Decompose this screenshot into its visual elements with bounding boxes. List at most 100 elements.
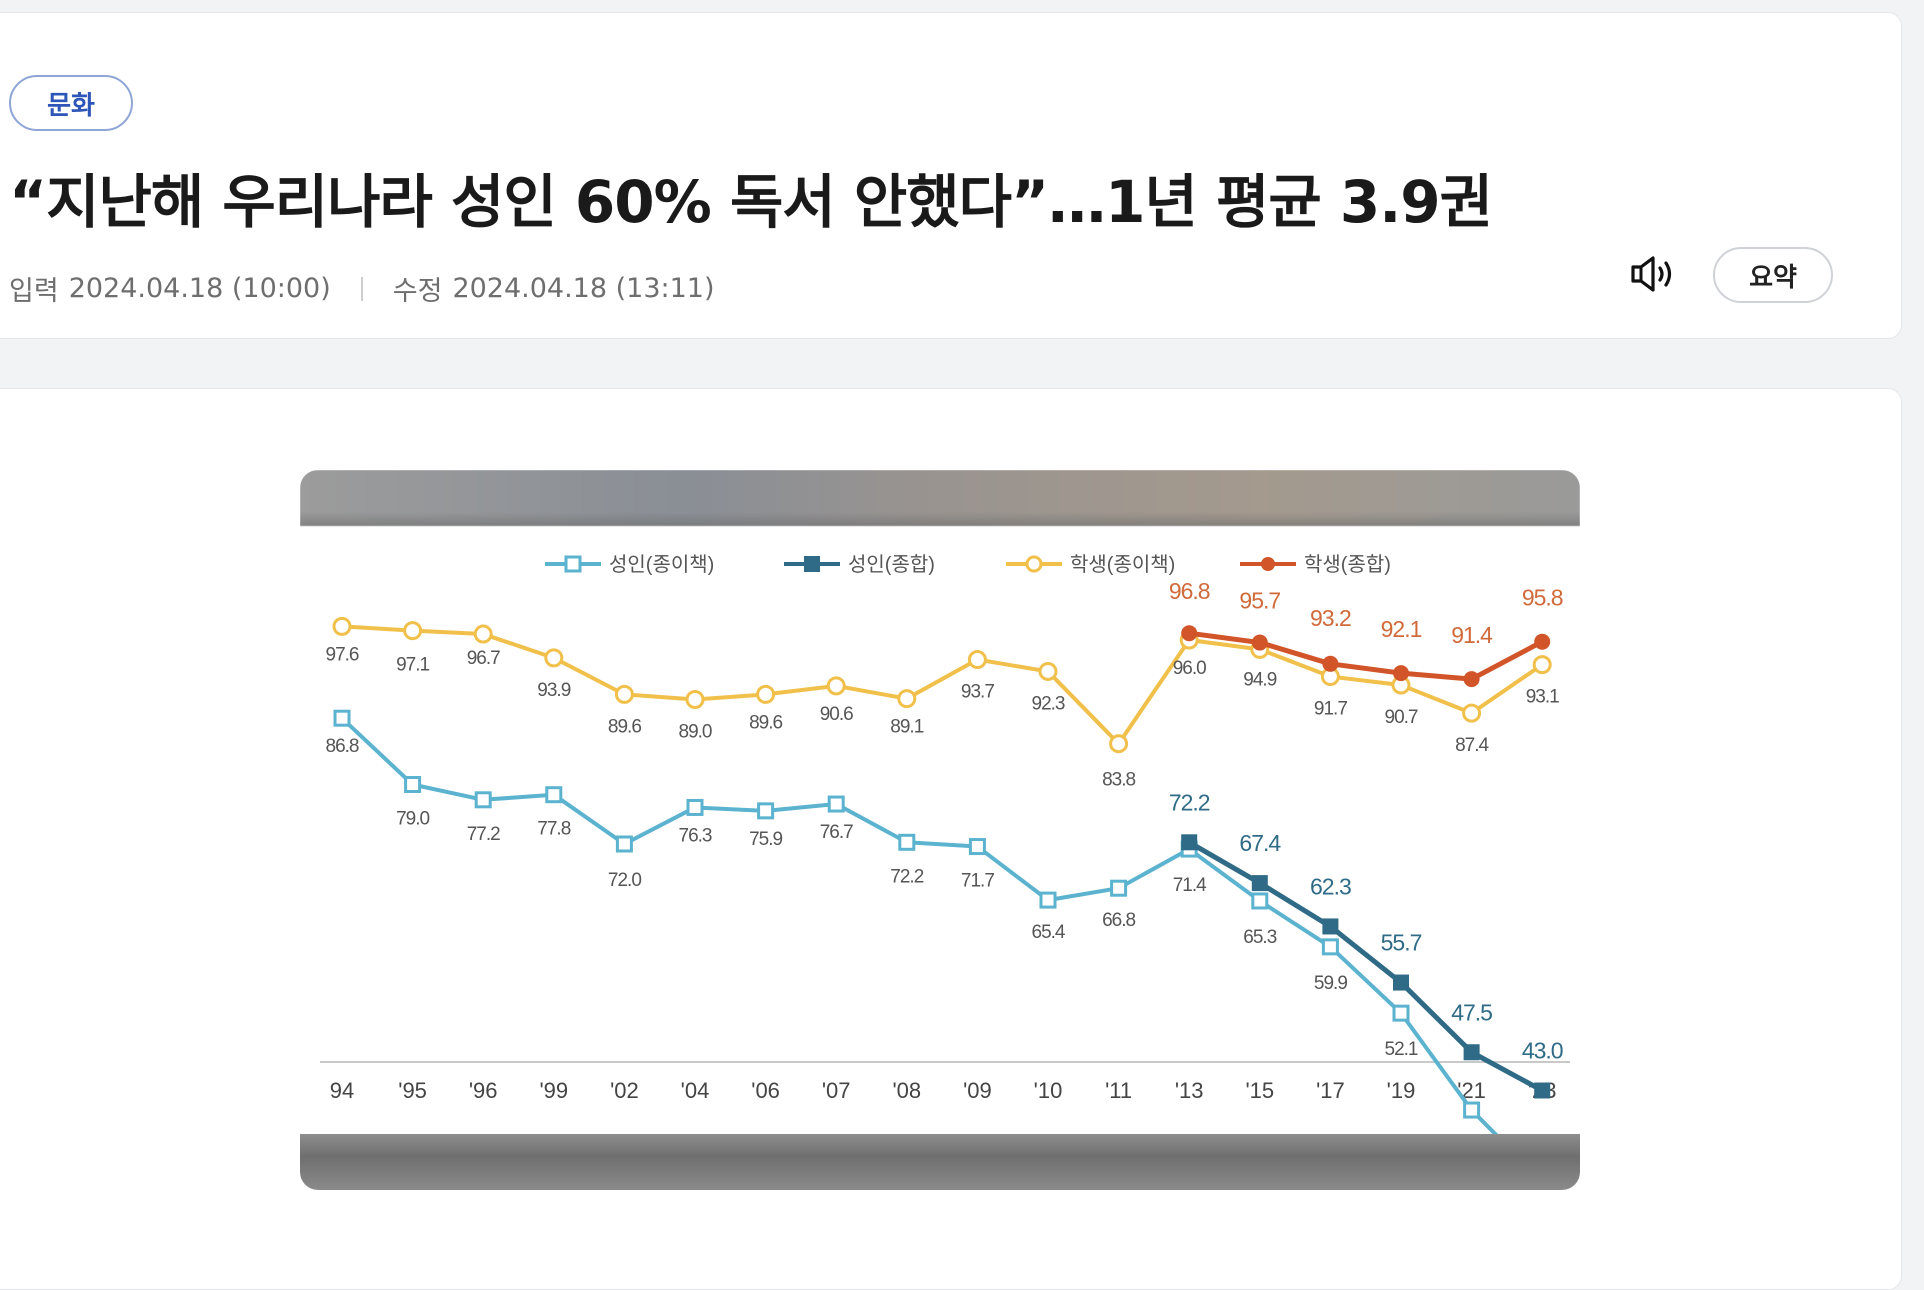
data-label-adult_paper: 86.8: [326, 736, 359, 757]
legend-label: 학생(종합): [1304, 553, 1391, 576]
data-label-student_paper: 93.9: [537, 680, 570, 701]
data-point-student_total: [1393, 665, 1409, 682]
legend-marker: [1025, 555, 1043, 573]
series-line-adult_paper: [340, 716, 1544, 1183]
data-point-adult_paper: [1039, 891, 1057, 909]
data-label-student_paper: 94.9: [1243, 669, 1276, 690]
data-label-student_paper: 92.3: [1032, 693, 1065, 714]
data-point-student_total: [1181, 625, 1198, 642]
legend-marker: [804, 556, 820, 572]
data-label-student_total: 91.4: [1451, 622, 1493, 648]
data-point-adult_paper: [333, 709, 351, 727]
data-point-student_paper: [403, 621, 423, 641]
data-point-adult_paper: [615, 835, 633, 853]
x-tick-label: '99: [539, 1078, 568, 1103]
data-point-adult_paper: [686, 798, 704, 816]
data-point-student_paper: [897, 689, 917, 709]
modified-time: 2024.04.18 (13:11): [452, 273, 715, 304]
article-dateline: 입력 2024.04.18 (10:00) 수정 2024.04.18 (13:…: [9, 269, 715, 308]
summary-button[interactable]: 요약: [1713, 247, 1833, 303]
x-tick-label: '95: [398, 1078, 427, 1103]
tts-button[interactable]: [1627, 249, 1683, 299]
data-point-student_paper: [332, 616, 352, 636]
legend-item-student_total: 학생(종합): [1240, 553, 1391, 576]
data-point-student_paper: [614, 684, 634, 704]
data-label-student_paper: 97.1: [396, 655, 429, 676]
article-header-card: 문화 “지난해 우리나라 성인 60% 독서 안했다”…1년 평균 3.9권 입…: [0, 12, 1902, 339]
data-point-student_paper: [1532, 655, 1552, 675]
data-point-student_paper: [1109, 734, 1129, 754]
data-point-student_paper: [967, 650, 987, 670]
data-label-adult_paper: 79.0: [396, 809, 429, 830]
series-line-student_total: [1188, 630, 1544, 682]
data-label-student_total: 96.8: [1169, 578, 1210, 604]
x-tick-label: '19: [1387, 1078, 1416, 1103]
x-tick-label: '02: [610, 1078, 639, 1103]
data-point-student_paper: [544, 648, 564, 668]
category-badge[interactable]: 문화: [9, 75, 133, 131]
data-label-adult_total: 47.5: [1451, 999, 1492, 1025]
data-label-student_paper: 90.7: [1385, 707, 1418, 728]
data-point-adult_total: [1534, 1082, 1551, 1099]
data-label-adult_paper: 76.7: [820, 822, 853, 843]
data-label-adult_paper: 59.9: [1314, 973, 1347, 994]
data-label-student_paper: 89.1: [890, 717, 923, 738]
data-label-adult_total: 55.7: [1381, 930, 1422, 956]
data-label-student_total: 92.1: [1381, 616, 1422, 642]
legend-item-adult_total: 성인(종합): [784, 553, 935, 576]
data-point-adult_total: [1251, 875, 1268, 892]
data-label-adult_paper: 77.2: [467, 824, 500, 845]
article-headline: “지난해 우리나라 성인 60% 독서 안했다”…1년 평균 3.9권: [9, 168, 1493, 236]
x-tick-label: 94: [330, 1078, 354, 1103]
data-label-student_total: 95.8: [1522, 585, 1563, 611]
data-point-adult_paper: [474, 791, 492, 809]
data-label-student_paper: 89.0: [679, 722, 712, 743]
legend-marker: [1261, 557, 1275, 571]
x-tick-label: '09: [963, 1078, 992, 1103]
legend-marker: [564, 555, 582, 573]
reading-rate-chart: 94 '95 '96 '99 '02 '04 '06 '07 '08 '09 '10 '11 '13 '1…: [300, 470, 1580, 1190]
series-line-student_paper: [341, 624, 1544, 746]
x-tick-label: '04: [681, 1078, 710, 1103]
data-label-student_paper: 89.6: [608, 716, 641, 737]
speaker-icon: [1631, 256, 1672, 292]
data-point-student_paper: [756, 684, 776, 704]
data-point-adult_total: [1393, 974, 1409, 991]
data-label-student_paper: 96.7: [467, 648, 500, 669]
data-label-student_paper: 91.7: [1314, 699, 1347, 720]
legend-item-student_paper: 학생(종이책): [1006, 553, 1175, 576]
data-label-adult_paper: 75.9: [749, 829, 782, 850]
data-label-student_paper: 87.4: [1455, 735, 1489, 756]
chart-svg: 94 '95 '96 '99 '02 '04 '06 '07 '08 '09 '10 '11 '13 '1…: [320, 553, 1570, 1190]
data-point-student_paper: [473, 624, 493, 644]
data-label-student_total: 95.7: [1239, 588, 1280, 614]
data-point-adult_paper: [1251, 892, 1269, 910]
data-label-adult_paper: 71.4: [1173, 875, 1207, 896]
dateline-divider: [360, 276, 363, 301]
data-label-adult_paper: 76.3: [679, 825, 712, 846]
legend-label: 성인(종이책): [609, 553, 714, 576]
data-point-adult_paper: [545, 786, 563, 804]
data-point-student_paper: [1462, 703, 1482, 723]
data-label-adult_total: 62.3: [1310, 873, 1351, 899]
data-point-adult_total: [1463, 1044, 1480, 1061]
data-point-adult_paper: [1321, 938, 1339, 956]
data-point-adult_paper: [1110, 879, 1128, 897]
data-label-adult_paper: 65.4: [1032, 922, 1066, 943]
x-tick-label: '07: [822, 1078, 851, 1103]
x-tick-label: '10: [1034, 1078, 1063, 1103]
data-label-student_total: 93.2: [1310, 605, 1351, 631]
x-tick-label: '13: [1175, 1078, 1204, 1103]
data-label-student_paper: 93.7: [961, 682, 994, 703]
data-point-student_paper: [826, 676, 846, 696]
data-label-adult_paper: 72.2: [890, 866, 923, 887]
data-point-adult_paper: [827, 795, 845, 813]
input-label: 입력: [9, 276, 59, 307]
data-point-adult_paper: [757, 802, 775, 820]
data-point-adult_paper: [1392, 1004, 1410, 1022]
data-point-student_total: [1463, 671, 1480, 688]
data-point-adult_paper: [968, 838, 986, 856]
x-tick-label: '08: [892, 1078, 921, 1103]
data-point-adult_paper: [404, 776, 422, 793]
x-tick-label: '96: [469, 1078, 498, 1103]
